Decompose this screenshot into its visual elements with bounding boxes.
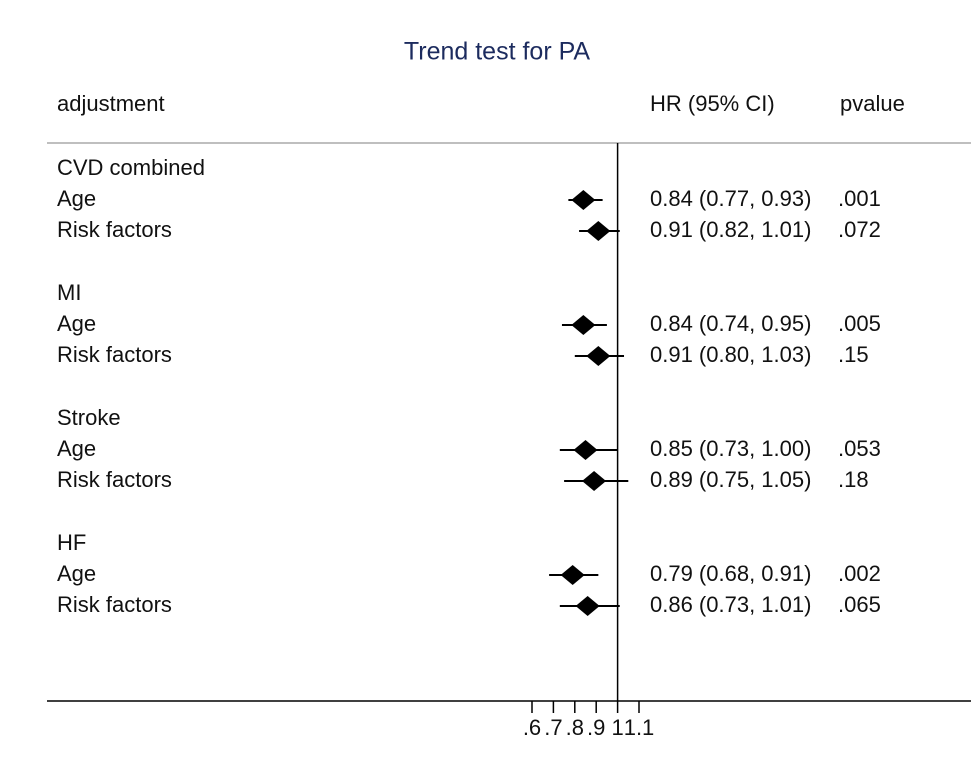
ci-label: 0.91 (0.82, 1.01) [650,217,811,242]
hr-marker [571,190,596,210]
ci-label: 0.89 (0.75, 1.05) [650,467,811,492]
row-label: Risk factors [57,467,172,492]
ci-label: 0.84 (0.74, 0.95) [650,311,811,336]
row-label: Risk factors [57,342,172,367]
hr-marker [571,315,596,335]
row-label: Age [57,311,96,336]
hr-marker [586,221,611,241]
pvalue-label: .15 [838,342,869,367]
group-label: MI [57,280,81,305]
column-header: HR (95% CI) [650,91,775,116]
ci-label: 0.85 (0.73, 1.00) [650,436,811,461]
x-tick-label: 1 [611,715,623,740]
x-tick-label: .6 [523,715,541,740]
hr-marker [560,565,585,585]
hr-marker [582,471,607,491]
pvalue-label: .001 [838,186,881,211]
row-label: Age [57,186,96,211]
x-tick-label: .9 [587,715,605,740]
pvalue-label: .072 [838,217,881,242]
column-header: adjustment [57,91,165,116]
group-label: HF [57,530,86,555]
pvalue-label: .002 [838,561,881,586]
pvalue-label: .065 [838,592,881,617]
ci-label: 0.79 (0.68, 0.91) [650,561,811,586]
group-label: CVD combined [57,155,205,180]
x-tick-label: 1.1 [624,715,655,740]
ci-label: 0.84 (0.77, 0.93) [650,186,811,211]
column-header: pvalue [840,91,905,116]
pvalue-label: .005 [838,311,881,336]
pvalue-label: .18 [838,467,869,492]
hr-marker [586,346,611,366]
hr-marker [573,440,598,460]
x-tick-label: .8 [566,715,584,740]
row-label: Risk factors [57,592,172,617]
group-label: Stroke [57,405,121,430]
ci-label: 0.91 (0.80, 1.03) [650,342,811,367]
row-label: Age [57,561,96,586]
x-tick-label: .7 [544,715,562,740]
pvalue-label: .053 [838,436,881,461]
row-label: Age [57,436,96,461]
hr-marker [575,596,600,616]
chart-title: Trend test for PA [404,38,591,66]
ci-label: 0.86 (0.73, 1.01) [650,592,811,617]
row-label: Risk factors [57,217,172,242]
